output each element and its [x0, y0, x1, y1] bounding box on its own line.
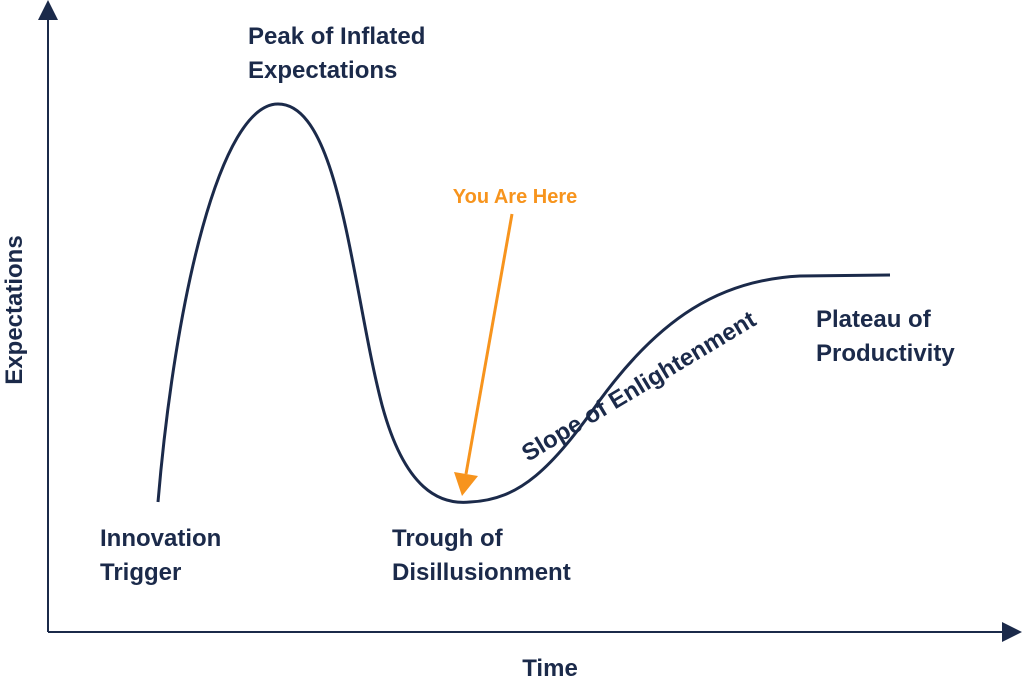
- y-axis-label: Expectations: [1, 235, 28, 384]
- phase-label: Trough of Disillusionment: [392, 525, 571, 586]
- label-line: Peak of Inflated: [248, 23, 425, 50]
- marker-arrow-shaft: [464, 213, 514, 475]
- label-line: Disillusionment: [392, 559, 571, 586]
- marker-arrow-head: [454, 472, 478, 496]
- x-axis-label: Time: [522, 655, 578, 682]
- phase-label: Plateau of Productivity: [816, 306, 955, 367]
- label-line: Productivity: [816, 340, 955, 367]
- label-line: Slope of Enlightenment: [517, 306, 761, 467]
- phase-label: Peak of Inflated Expectations: [248, 23, 432, 84]
- label-line: Innovation: [100, 525, 221, 552]
- label-line: Trough of: [392, 525, 504, 552]
- phase-label: Innovation Trigger: [100, 525, 228, 586]
- label-line: Plateau of: [816, 306, 932, 333]
- label-line: Trigger: [100, 559, 181, 586]
- marker-label: You Are Here: [453, 186, 577, 208]
- label-line: Expectations: [248, 57, 397, 84]
- phase-label: Slope of Enlightenment: [517, 306, 761, 467]
- hype-curve: [156, 102, 891, 504]
